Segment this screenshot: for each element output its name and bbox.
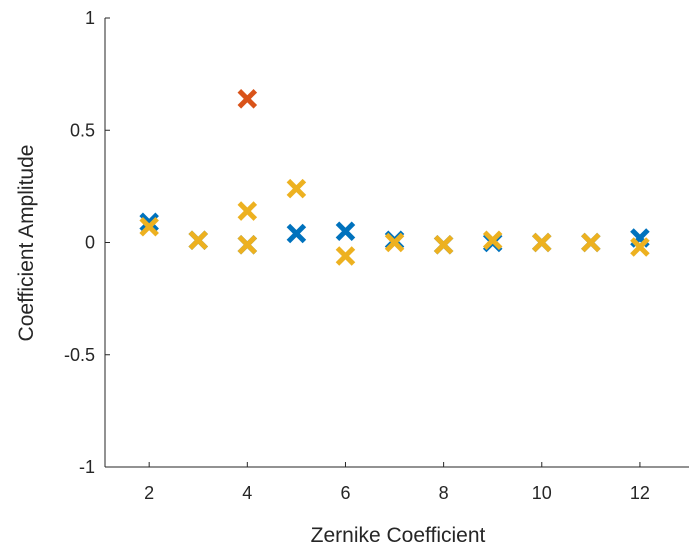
data-point-series-3 (237, 234, 258, 255)
data-point-series-3 (482, 230, 503, 251)
data-point-series-3 (237, 201, 258, 221)
data-point-series-2 (237, 89, 258, 109)
data-point-series-1 (139, 212, 159, 233)
y-axis-title: Coefficient Amplitude (15, 145, 38, 342)
y-tick-label: -0.5 (64, 345, 95, 365)
data-point-series-3 (335, 246, 356, 266)
x-ticks (148, 462, 641, 467)
x-tick-label: 10 (532, 483, 552, 503)
data-point-series-3 (384, 232, 405, 253)
data-point-series-1 (286, 223, 307, 244)
y-tick-label: 0 (85, 233, 95, 253)
data-point-series-3 (532, 232, 552, 253)
data-point-series-3 (433, 234, 454, 255)
data-point-series-1 (335, 221, 356, 242)
x-tick-label: 6 (340, 483, 350, 503)
x-tick-label: 12 (630, 483, 650, 503)
x-tick-label: 8 (439, 483, 449, 503)
x-axis-title: Zernike Coefficient (311, 524, 486, 547)
y-tick-label: 1 (85, 8, 95, 28)
x-tick-label: 4 (242, 483, 252, 503)
y-tick-labels: -1 -0.5 0 0.5 1 (64, 8, 95, 477)
data-point-series-3 (188, 230, 209, 251)
data-markers (139, 89, 650, 266)
data-point-series-3 (581, 232, 601, 253)
data-point-series-3 (286, 178, 307, 199)
y-tick-label: 0.5 (70, 120, 95, 140)
y-ticks (105, 17, 110, 468)
data-point-series-3 (630, 237, 650, 257)
y-tick-label: -1 (79, 457, 95, 477)
data-point-series-3 (139, 217, 159, 237)
x-tick-labels: 2 4 6 8 10 12 (144, 483, 650, 503)
x-tick-label: 2 (144, 483, 154, 503)
